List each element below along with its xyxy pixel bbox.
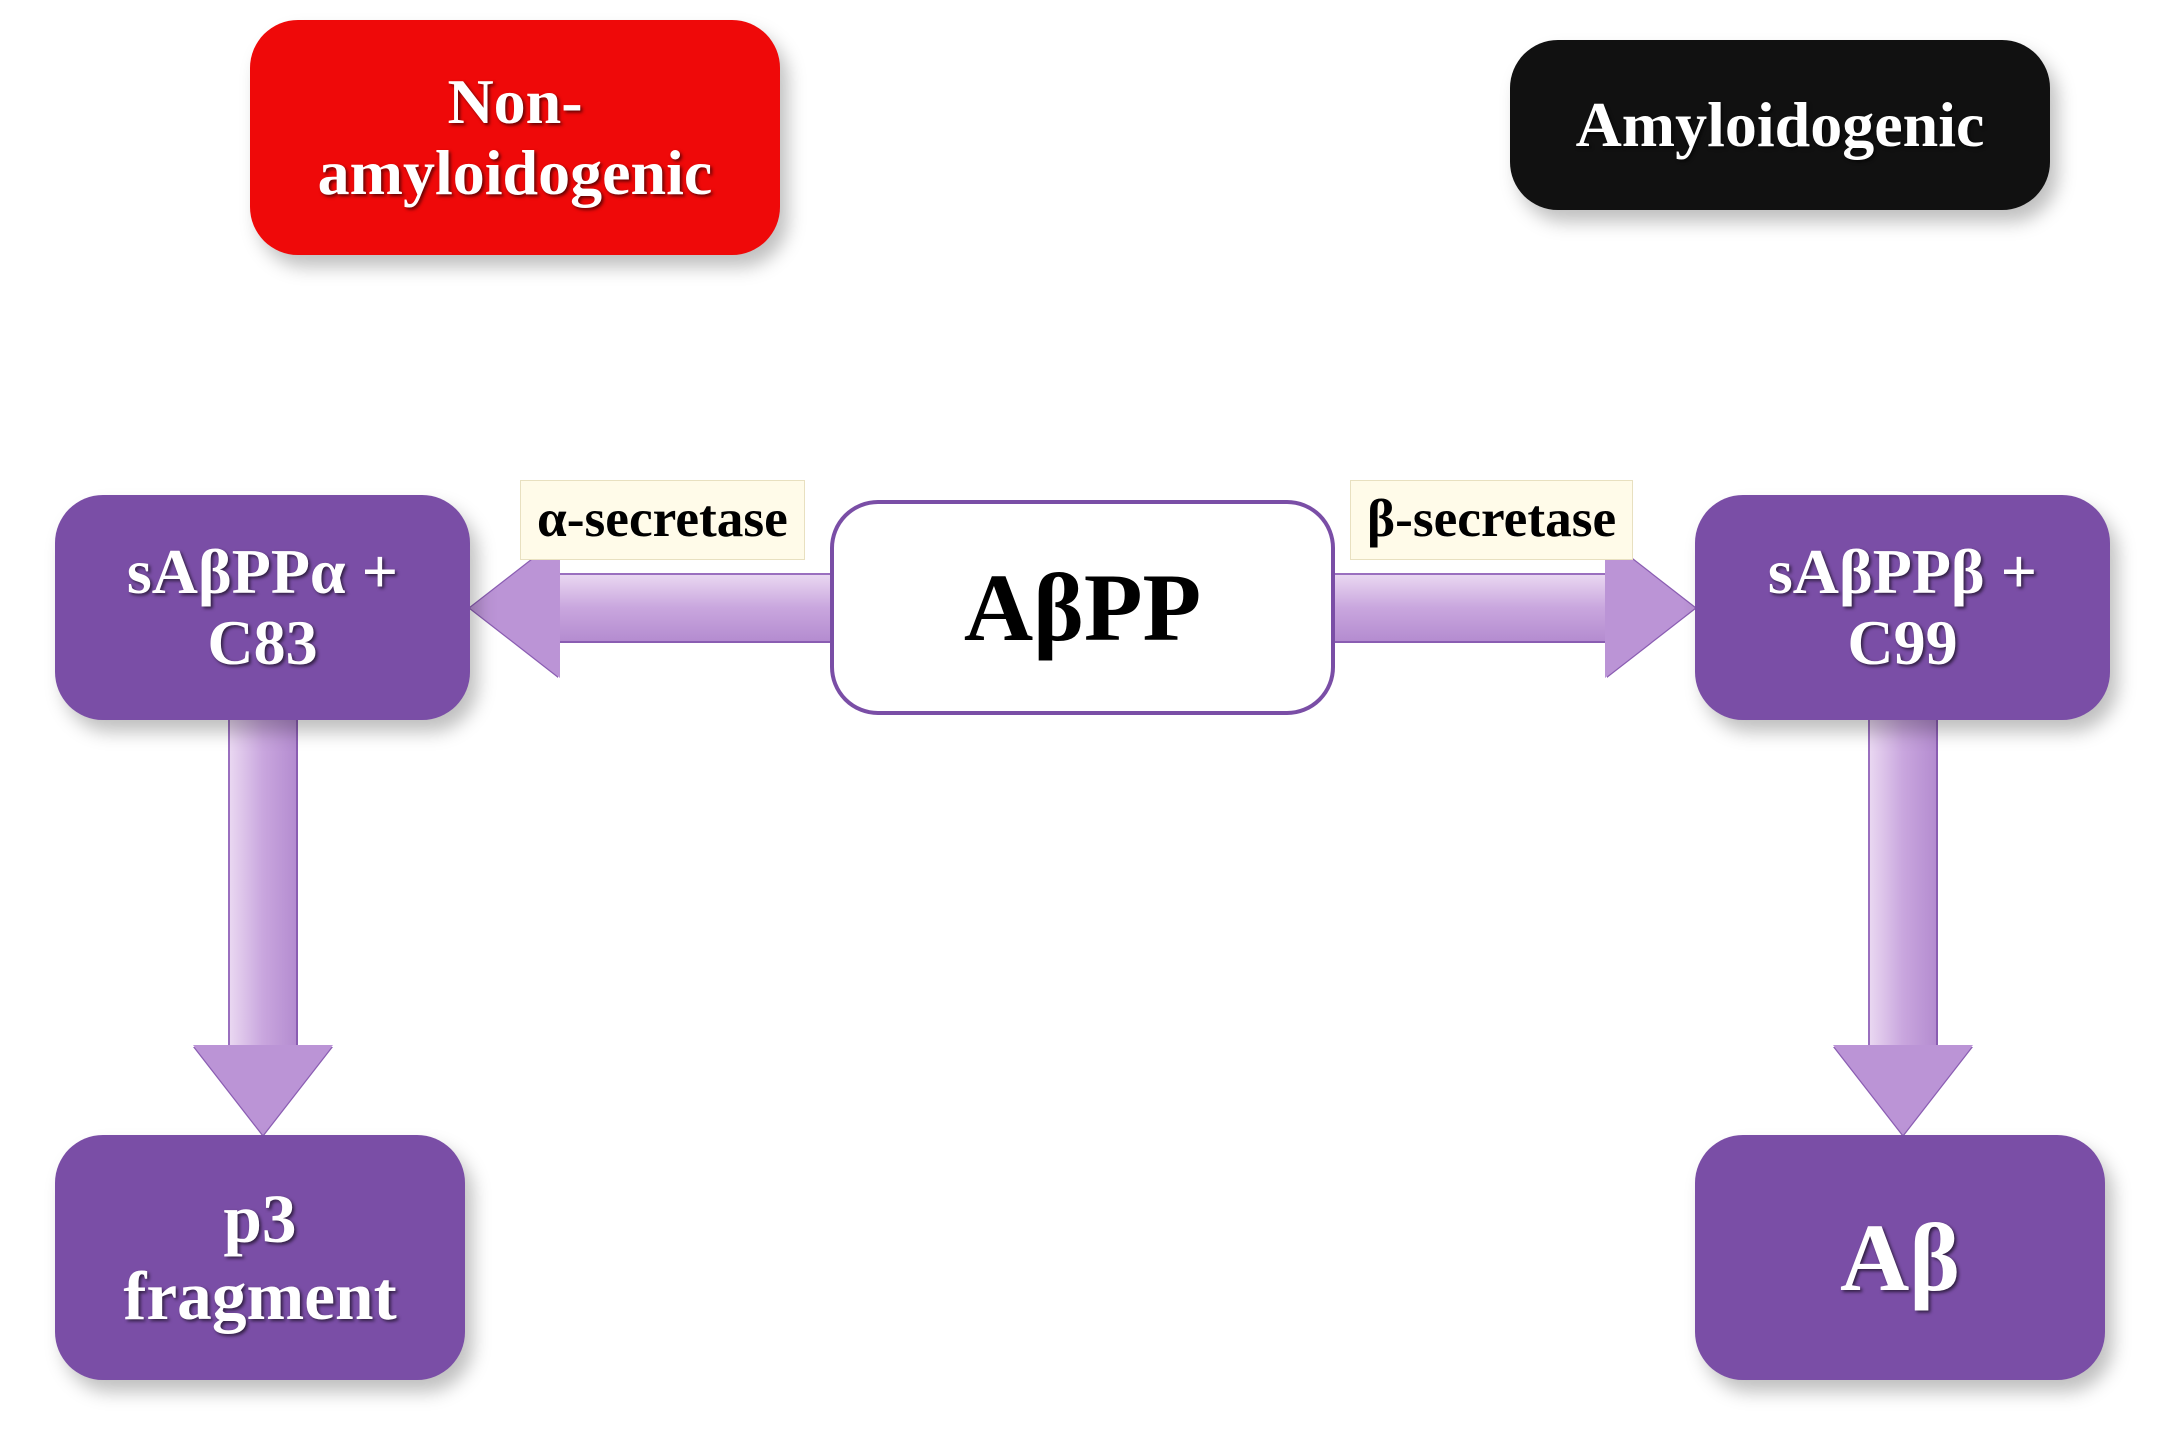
node-abpp: AβPP [830,500,1335,715]
arrow-center-right-shaft [1330,573,1610,643]
arrow-left-down-head [193,1045,333,1135]
arrow-left-down-shaft [228,720,298,1045]
arrow-right-down-shaft [1868,720,1938,1045]
arrow-right-down-head [1833,1045,1973,1135]
arrow-center-left-shaft [555,573,835,643]
diagram-stage: Non- amyloidogenic Amyloidogenic α-secre… [0,0,2169,1445]
node-abeta: Aβ [1695,1135,2105,1380]
header-non-amyloidogenic: Non- amyloidogenic [250,20,780,255]
node-sabpp-beta-c99: sAβPPβ + C99 [1695,495,2110,720]
node-sabpp-alpha-c83: sAβPPα + C83 [55,495,470,720]
header-amyloidogenic: Amyloidogenic [1510,40,2050,210]
edge-label-beta-secretase: β-secretase [1350,480,1633,560]
node-p3-fragment: p3 fragment [55,1135,465,1380]
edge-label-alpha-secretase: α-secretase [520,480,805,560]
